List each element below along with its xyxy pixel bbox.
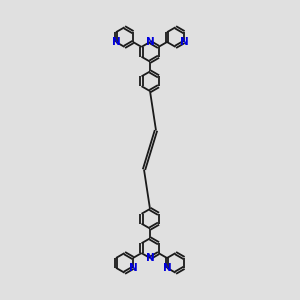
Text: N: N [112,37,120,47]
Text: N: N [163,263,171,273]
Text: N: N [146,37,154,47]
Text: N: N [146,253,154,263]
Text: N: N [129,263,137,273]
Text: N: N [180,37,188,47]
